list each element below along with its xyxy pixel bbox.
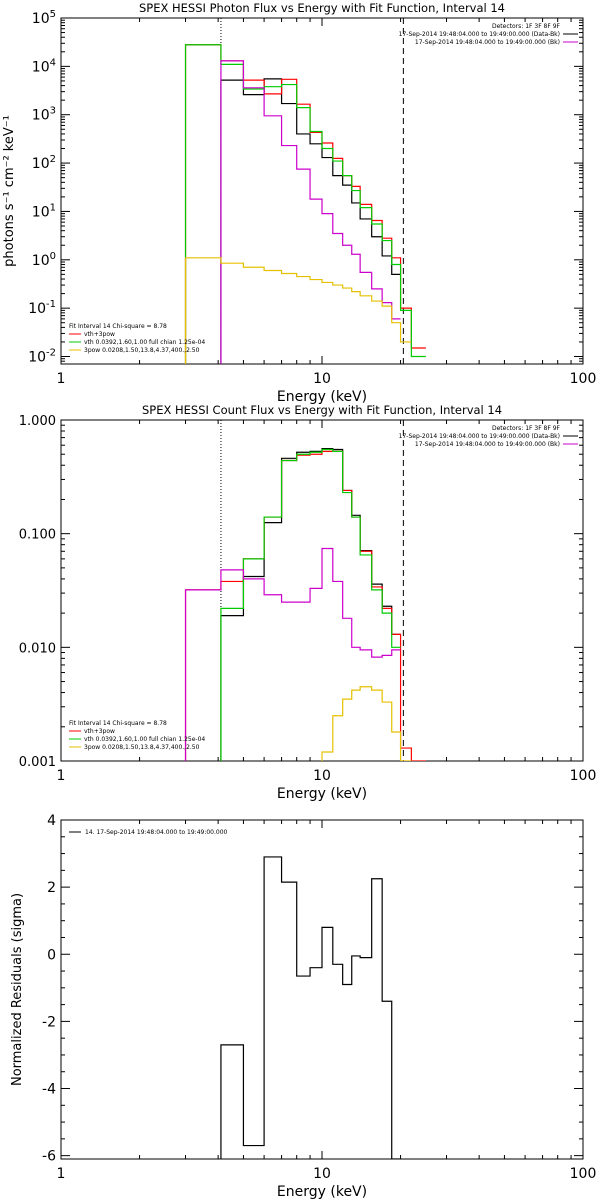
legend-entry: 3pow 0.0208,1.50,13.8,4.37,400.,2.50	[84, 347, 200, 354]
y-tick-label: 101	[32, 202, 56, 220]
y-tick-label: 100	[32, 251, 56, 269]
y-tick-base: 10	[28, 301, 46, 317]
chart-panel-3: Energy (keV) Normalized Residuals (sigma)…	[10, 813, 596, 1200]
x-axis-label: Energy (keV)	[277, 389, 367, 405]
y-tick-base: 10	[32, 108, 50, 124]
series-line-4	[184, 257, 412, 364]
plot-frame	[60, 419, 584, 762]
y-tick-label: 0.010	[19, 641, 56, 656]
legend-entry: 17-Sep-2014 19:48:04.000 to 19:49:00.000…	[415, 39, 560, 46]
series-line-0	[220, 448, 401, 761]
x-axis-label: Energy (keV)	[277, 786, 367, 802]
y-tick-label: 0	[47, 947, 56, 963]
series-line-2	[220, 448, 401, 761]
y-tick-exponent: -2	[46, 348, 56, 359]
y-tick-base: 10	[32, 253, 50, 269]
x-tick-label: 1	[57, 371, 66, 387]
chart-panel-2: SPEX HESSI Count Flux vs Energy with Fit…	[19, 403, 597, 802]
y-tick-base: 10	[32, 156, 50, 172]
y-tick-label: 2	[47, 880, 56, 896]
x-tick-label: 10	[313, 371, 331, 387]
y-tick-exponent: 1	[50, 202, 56, 213]
y-tick-base: 10	[28, 350, 46, 366]
x-tick-label: 1	[57, 1166, 66, 1182]
y-tick-label: -6	[42, 1149, 56, 1165]
y-tick-exponent: 3	[50, 106, 56, 117]
y-tick-exponent: 2	[50, 154, 56, 165]
x-tick-label: 100	[570, 768, 597, 784]
y-tick-base: 10	[32, 204, 50, 220]
x-axis-label: Energy (keV)	[277, 1184, 367, 1200]
y-tick-label: 4	[47, 813, 56, 829]
y-tick-base: 10	[32, 11, 50, 27]
x-tick-label: 100	[570, 1166, 597, 1182]
y-tick-label: -4	[42, 1082, 56, 1098]
y-tick-label: 105	[32, 9, 56, 27]
legend-entry: 14. 17-Sep-2014 19:48:04.000 to 19:49:00…	[85, 829, 228, 836]
chart-title: SPEX HESSI Count Flux vs Energy with Fit…	[142, 403, 502, 417]
y-tick-label: 103	[32, 106, 56, 124]
legend-title: Fit Interval 14 Chi-square = 8.78	[69, 720, 167, 727]
series-line-3	[220, 60, 401, 364]
legend-entry: vth 0.0392,1.60,1.00 full chian 1.25e-04	[84, 736, 205, 743]
y-tick-label: 0.100	[19, 528, 56, 543]
y-tick-label: 1.000	[19, 414, 56, 429]
plot-frame	[60, 819, 584, 1160]
legend-bottom: Fit Interval 14 Chi-square = 8.78vth+3po…	[69, 323, 205, 354]
legend-entry: Detectors: 1F 3F 8F 9F	[492, 23, 561, 30]
x-tick-label: 100	[570, 371, 597, 387]
y-tick-exponent: 4	[50, 57, 56, 68]
series-line-1	[184, 44, 426, 364]
chart-panel-1: SPEX HESSI Photon Flux vs Energy with Fi…	[2, 1, 596, 405]
series-line-2	[184, 44, 426, 364]
x-tick-label: 1	[57, 768, 66, 784]
y-tick-label: 10-2	[28, 348, 56, 366]
legend-entry: 17-Sep-2014 19:48:04.000 to 19:49:00.000…	[415, 441, 560, 448]
legend-entry: 17-Sep-2014 19:48:04.000 to 19:49:00.000…	[399, 433, 560, 440]
x-tick-label: 10	[313, 768, 331, 784]
y-tick-base: 10	[32, 59, 50, 75]
legend-entry: Detectors: 1F 3F 8F 9F	[492, 425, 561, 432]
legend-entry: vth+3pow	[84, 728, 115, 735]
y-tick-exponent: 0	[50, 251, 56, 262]
series-group	[220, 856, 401, 1159]
series-line-3	[184, 547, 401, 761]
series-line-4	[321, 686, 412, 761]
series-line-0	[220, 856, 401, 1159]
y-tick-label: 0.001	[19, 755, 56, 770]
legend-entry: 3pow 0.0208,1.50,13.8,4.37,400.,2.50	[84, 744, 200, 751]
x-tick-label: 10	[313, 1166, 331, 1182]
series-group	[184, 44, 426, 364]
y-tick-label: 102	[32, 154, 56, 172]
chart-title: SPEX HESSI Photon Flux vs Energy with Fi…	[139, 1, 505, 15]
legend-entry: 17-Sep-2014 19:48:04.000 to 19:49:00.000…	[399, 31, 560, 38]
y-tick-exponent: -1	[46, 299, 56, 310]
legend-entry: vth 0.0392,1.60,1.00 full chian 1.25e-04	[84, 339, 205, 346]
y-axis-label: Normalized Residuals (sigma)	[10, 893, 25, 1086]
y-tick-exponent: 5	[50, 9, 56, 20]
y-tick-label: -2	[42, 1014, 56, 1030]
legend-title: Fit Interval 14 Chi-square = 8.78	[69, 323, 167, 330]
y-axis-label: photons s⁻¹ cm⁻² keV⁻¹	[2, 115, 17, 267]
y-tick-label: 10-1	[28, 299, 56, 317]
plot-frame	[60, 17, 584, 365]
series-group	[184, 448, 426, 761]
legend-entry: vth+3pow	[84, 331, 115, 338]
y-tick-label: 104	[32, 57, 56, 75]
legend-top: 14. 17-Sep-2014 19:48:04.000 to 19:49:00…	[69, 829, 228, 836]
legend-bottom: Fit Interval 14 Chi-square = 8.78vth+3po…	[69, 720, 205, 751]
